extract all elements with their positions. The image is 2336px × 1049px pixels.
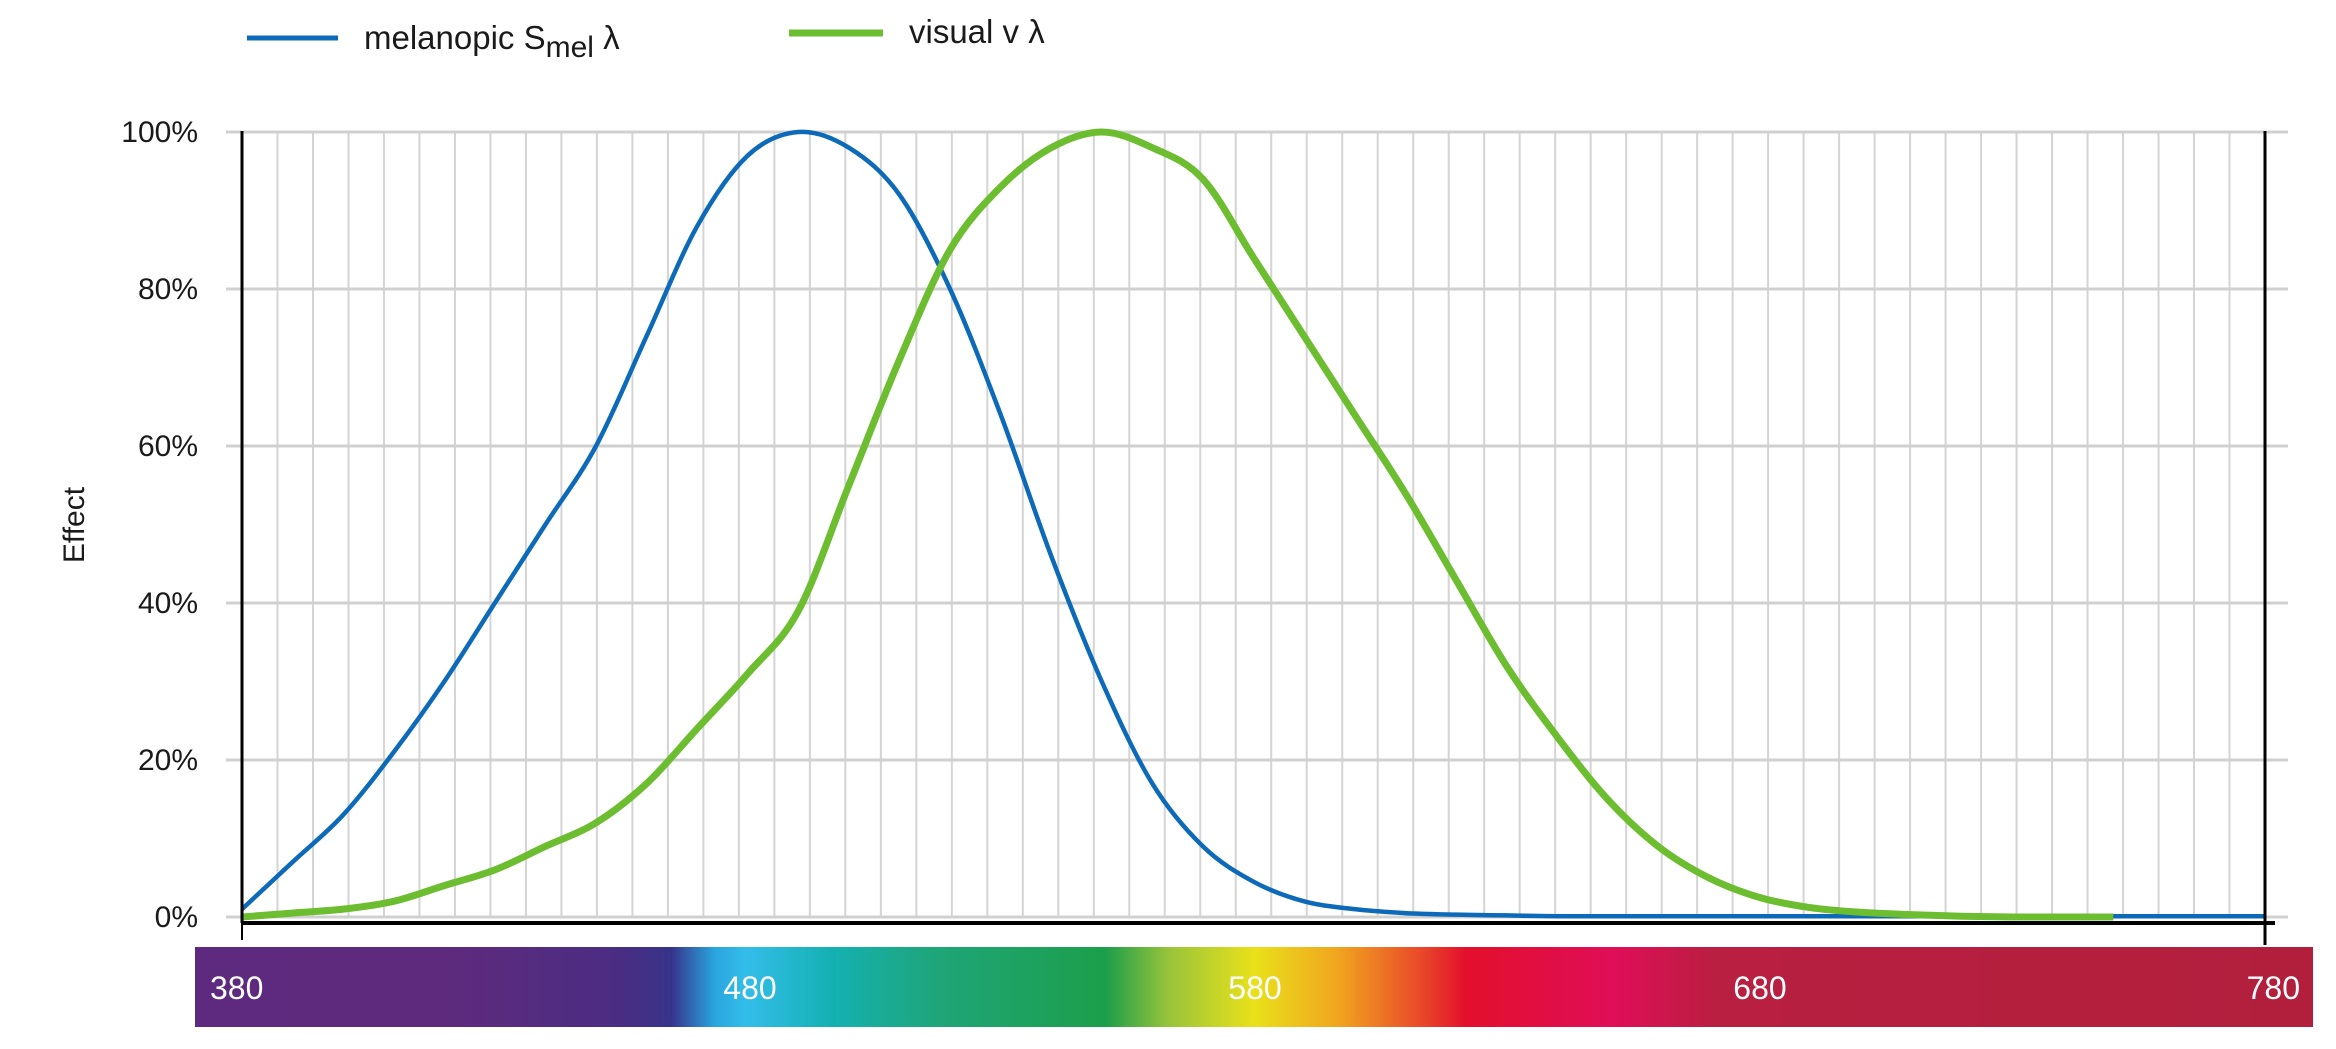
y-tick-label: 60%	[138, 430, 198, 463]
y-tick-label: 100%	[121, 116, 198, 149]
y-tick-label: 80%	[138, 273, 198, 306]
series-layer	[240, 128, 2266, 921]
x-tick-label: 780	[2247, 970, 2300, 1006]
x-tick-label: 480	[723, 970, 776, 1006]
x-tick-label: 680	[1733, 970, 1786, 1006]
y-tick-label: 40%	[138, 587, 198, 620]
grid	[226, 130, 2288, 919]
x-tick-label: 380	[210, 970, 263, 1006]
spectrum-bar: 380 480 580 680 780	[195, 947, 2313, 1027]
legend: melanopic Smel λ visual v λ	[247, 13, 1045, 64]
y-axis-title: Effect	[58, 486, 91, 563]
y-tick-label: 0%	[155, 901, 198, 934]
x-tick-label: 580	[1228, 970, 1281, 1006]
y-tick-label: 20%	[138, 744, 198, 777]
legend-label-melanopic: melanopic Smel λ	[364, 19, 620, 64]
y-axis: 0% 20% 40% 60% 80% 100% Effect	[58, 116, 198, 934]
legend-label-visual: visual v λ	[909, 13, 1045, 50]
spectrum-gradient	[195, 947, 2313, 1027]
series-line-melanopic	[240, 129, 2265, 919]
series-line-visual	[241, 128, 2114, 921]
